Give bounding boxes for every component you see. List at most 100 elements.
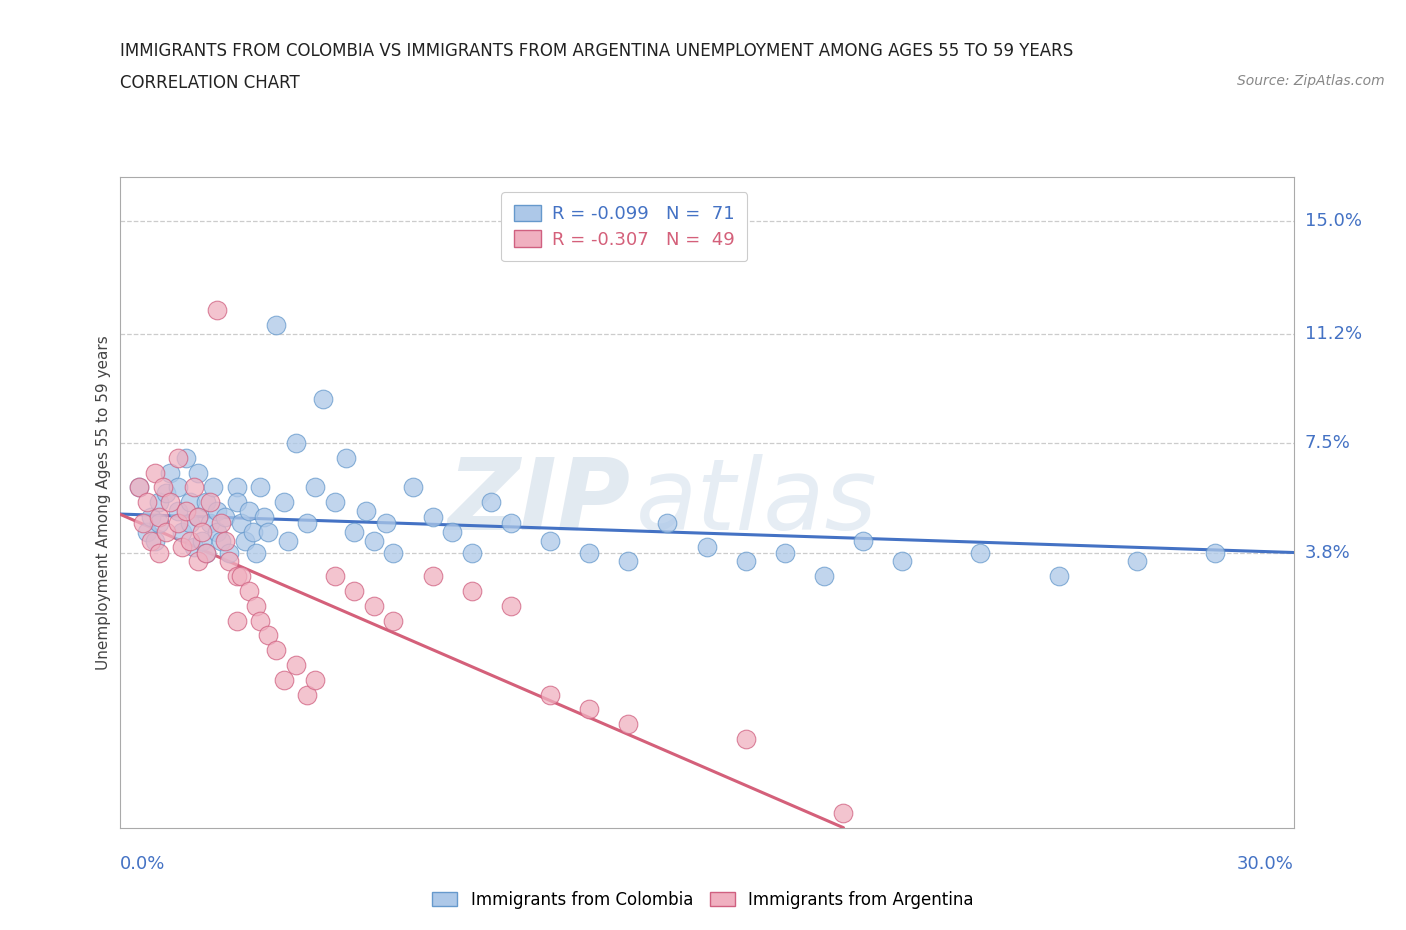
Point	[225, 613, 249, 628]
Point	[734, 554, 756, 569]
Point	[148, 515, 170, 530]
Point	[207, 525, 229, 539]
Point	[852, 533, 875, 548]
Point	[304, 480, 326, 495]
Point	[297, 515, 319, 530]
Point	[402, 480, 425, 495]
Point	[253, 510, 276, 525]
Point	[657, 515, 679, 530]
Point	[172, 525, 194, 539]
Point	[499, 515, 522, 530]
Point	[174, 450, 197, 465]
Point	[1047, 569, 1070, 584]
Point	[284, 658, 307, 672]
Point	[139, 533, 162, 548]
Point	[1204, 545, 1226, 560]
Point	[198, 515, 221, 530]
Point	[773, 545, 796, 560]
Y-axis label: Unemployment Among Ages 55 to 59 years: Unemployment Among Ages 55 to 59 years	[96, 335, 111, 670]
Point	[257, 628, 280, 643]
Point	[297, 687, 319, 702]
Point	[207, 302, 229, 317]
Point	[143, 533, 166, 548]
Point	[479, 495, 502, 510]
Point	[277, 533, 299, 548]
Point	[143, 465, 166, 480]
Point	[382, 613, 405, 628]
Text: ZIP: ZIP	[447, 454, 630, 551]
Text: 0.0%: 0.0%	[120, 856, 165, 873]
Point	[323, 495, 346, 510]
Point	[422, 510, 444, 525]
Point	[499, 598, 522, 613]
Point	[218, 554, 240, 569]
Point	[245, 545, 267, 560]
Point	[167, 515, 190, 530]
Text: IMMIGRANTS FROM COLOMBIA VS IMMIGRANTS FROM ARGENTINA UNEMPLOYMENT AMONG AGES 55: IMMIGRANTS FROM COLOMBIA VS IMMIGRANTS F…	[120, 42, 1073, 60]
Point	[155, 525, 177, 539]
Point	[187, 510, 209, 525]
Point	[179, 533, 201, 548]
Point	[187, 465, 209, 480]
Point	[284, 435, 307, 450]
Point	[218, 545, 240, 560]
Point	[323, 569, 346, 584]
Point	[245, 598, 267, 613]
Point	[179, 495, 201, 510]
Point	[229, 515, 252, 530]
Point	[225, 480, 249, 495]
Point	[363, 598, 385, 613]
Point	[209, 515, 232, 530]
Point	[167, 504, 190, 519]
Point	[190, 525, 212, 539]
Point	[538, 687, 561, 702]
Point	[343, 525, 366, 539]
Point	[422, 569, 444, 584]
Text: 11.2%: 11.2%	[1305, 325, 1362, 342]
Legend: R = -0.099   N =  71, R = -0.307   N =  49: R = -0.099 N = 71, R = -0.307 N = 49	[502, 193, 748, 261]
Point	[343, 583, 366, 598]
Point	[214, 533, 236, 548]
Point	[734, 732, 756, 747]
Point	[242, 525, 264, 539]
Point	[209, 533, 232, 548]
Point	[135, 495, 157, 510]
Point	[460, 583, 484, 598]
Point	[1126, 554, 1149, 569]
Point	[148, 545, 170, 560]
Point	[249, 613, 271, 628]
Point	[304, 672, 326, 687]
Point	[273, 672, 295, 687]
Point	[152, 480, 174, 495]
Point	[225, 569, 249, 584]
Point	[354, 504, 377, 519]
Point	[460, 545, 484, 560]
Text: 7.5%: 7.5%	[1305, 434, 1351, 452]
Point	[538, 533, 561, 548]
Point	[441, 525, 464, 539]
Point	[238, 583, 260, 598]
Text: 3.8%: 3.8%	[1305, 543, 1350, 562]
Point	[183, 480, 205, 495]
Point	[187, 554, 209, 569]
Point	[229, 569, 252, 584]
Point	[374, 515, 396, 530]
Point	[159, 465, 181, 480]
Point	[148, 510, 170, 525]
Point	[174, 504, 197, 519]
Point	[187, 510, 209, 525]
Point	[238, 504, 260, 519]
Point	[179, 515, 201, 530]
Point	[813, 569, 835, 584]
Point	[198, 495, 221, 510]
Point	[249, 480, 271, 495]
Point	[128, 480, 150, 495]
Point	[132, 515, 155, 530]
Text: Source: ZipAtlas.com: Source: ZipAtlas.com	[1237, 74, 1385, 88]
Point	[135, 525, 157, 539]
Point	[264, 643, 287, 658]
Point	[273, 495, 295, 510]
Text: CORRELATION CHART: CORRELATION CHART	[120, 74, 299, 92]
Point	[159, 495, 181, 510]
Point	[382, 545, 405, 560]
